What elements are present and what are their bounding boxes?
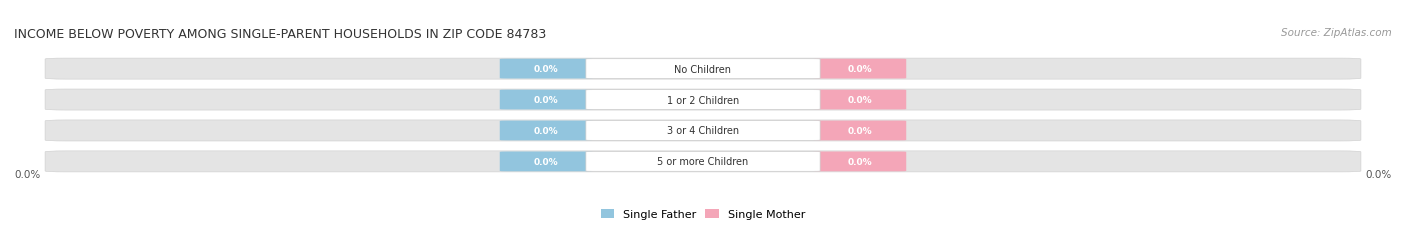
Legend: Single Father, Single Mother: Single Father, Single Mother [596,205,810,224]
FancyBboxPatch shape [813,90,907,110]
FancyBboxPatch shape [813,152,907,172]
FancyBboxPatch shape [45,90,1361,111]
FancyBboxPatch shape [586,59,820,79]
FancyBboxPatch shape [499,121,593,141]
FancyBboxPatch shape [499,152,593,172]
Text: 0.0%: 0.0% [534,65,558,74]
Text: INCOME BELOW POVERTY AMONG SINGLE-PARENT HOUSEHOLDS IN ZIP CODE 84783: INCOME BELOW POVERTY AMONG SINGLE-PARENT… [14,27,547,40]
Text: 0.0%: 0.0% [848,96,872,105]
FancyBboxPatch shape [586,121,820,141]
FancyBboxPatch shape [586,152,820,172]
FancyBboxPatch shape [586,90,820,110]
Text: Source: ZipAtlas.com: Source: ZipAtlas.com [1281,27,1392,37]
Text: No Children: No Children [675,64,731,74]
Text: 0.0%: 0.0% [848,157,872,166]
FancyBboxPatch shape [45,59,1361,80]
Text: 0.0%: 0.0% [1365,169,1392,179]
Text: 0.0%: 0.0% [534,157,558,166]
Text: 0.0%: 0.0% [848,126,872,135]
FancyBboxPatch shape [813,121,907,141]
Text: 0.0%: 0.0% [534,126,558,135]
Text: 5 or more Children: 5 or more Children [658,157,748,167]
FancyBboxPatch shape [813,59,907,79]
FancyBboxPatch shape [499,59,593,79]
Text: 3 or 4 Children: 3 or 4 Children [666,126,740,136]
FancyBboxPatch shape [45,120,1361,141]
Text: 0.0%: 0.0% [14,169,41,179]
FancyBboxPatch shape [45,151,1361,172]
FancyBboxPatch shape [499,90,593,110]
Text: 0.0%: 0.0% [848,65,872,74]
Text: 1 or 2 Children: 1 or 2 Children [666,95,740,105]
Text: 0.0%: 0.0% [534,96,558,105]
